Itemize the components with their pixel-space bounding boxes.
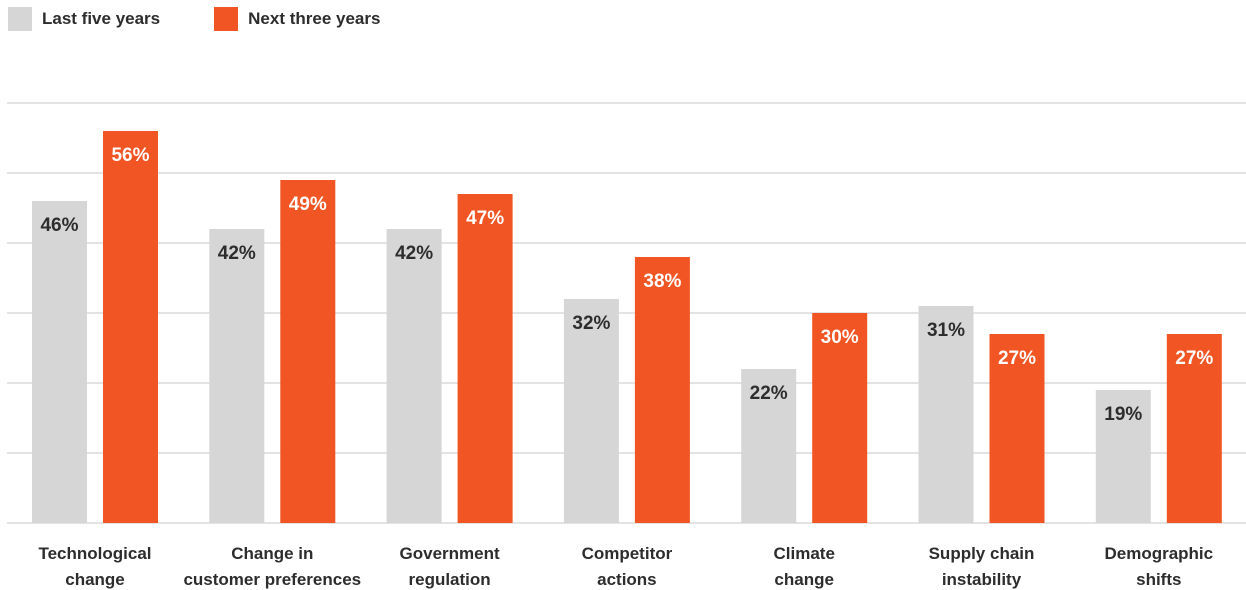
data-label-next-three-years: 38% (643, 271, 681, 292)
category-label: change (774, 570, 834, 589)
legend-swatch-last-five-years (8, 7, 32, 31)
legend-swatch-next-three-years (214, 7, 239, 31)
legend-label-next-three-years: Next three years (248, 9, 381, 28)
gridlines (7, 102, 1246, 524)
bar-next-three-years (812, 313, 868, 523)
bar-last-five-years (209, 229, 265, 523)
category-label: actions (597, 570, 657, 589)
category-label: regulation (409, 570, 491, 589)
category-label: Climate (773, 544, 834, 563)
category-label: Government (400, 544, 500, 563)
data-label-next-three-years: 49% (289, 194, 327, 215)
data-label-last-five-years: 32% (572, 313, 610, 334)
category-label: customer preferences (183, 570, 361, 589)
legend-label-last-five-years: Last five years (42, 9, 161, 28)
category-label: Demographic (1104, 544, 1213, 563)
data-label-next-three-years: 47% (466, 208, 504, 229)
category-label: Technological (38, 544, 151, 563)
bar-last-five-years (563, 299, 619, 523)
bar-next-three-years (280, 180, 336, 523)
bar-next-three-years (103, 131, 158, 523)
legend-item-last-five-years: Last five years (8, 7, 160, 31)
bar-last-five-years (1095, 390, 1151, 523)
data-label-last-five-years: 42% (218, 243, 256, 264)
data-label-next-three-years: 27% (1175, 348, 1213, 369)
data-label-last-five-years: 42% (395, 243, 433, 264)
category-label: change (65, 570, 125, 589)
legend-item-next-three-years: Next three years (214, 7, 380, 31)
bar-last-five-years (32, 201, 87, 523)
data-label-last-five-years: 31% (927, 320, 965, 341)
category-label: Competitor (582, 544, 673, 563)
category-label: shifts (1136, 570, 1181, 589)
bar-next-three-years (1166, 334, 1222, 523)
category-label: Change in (231, 544, 313, 563)
data-label-next-three-years: 27% (998, 348, 1036, 369)
data-label-next-three-years: 56% (111, 145, 149, 166)
bar-last-five-years (918, 306, 974, 523)
bar-next-three-years (989, 334, 1045, 523)
bar-next-three-years (634, 257, 690, 523)
bar-next-three-years (457, 194, 513, 523)
category-label: instability (942, 570, 1022, 589)
data-label-last-five-years: 22% (750, 383, 788, 404)
bars: 46% 56% 42% 49% 42% 47% 32% 38% 22% 30% 31% 27% 19% 2… (32, 131, 1222, 523)
category-labels: Technological change Change in customer pre… (38, 544, 1213, 589)
category-label: Supply chain (929, 544, 1035, 563)
bar-last-five-years (386, 229, 442, 523)
data-label-last-five-years: 46% (40, 215, 78, 236)
chart-legend: Last five years Next three years (8, 7, 434, 31)
bar-last-five-years (741, 369, 797, 523)
data-label-last-five-years: 19% (1104, 404, 1142, 425)
data-label-next-three-years: 30% (821, 327, 859, 348)
